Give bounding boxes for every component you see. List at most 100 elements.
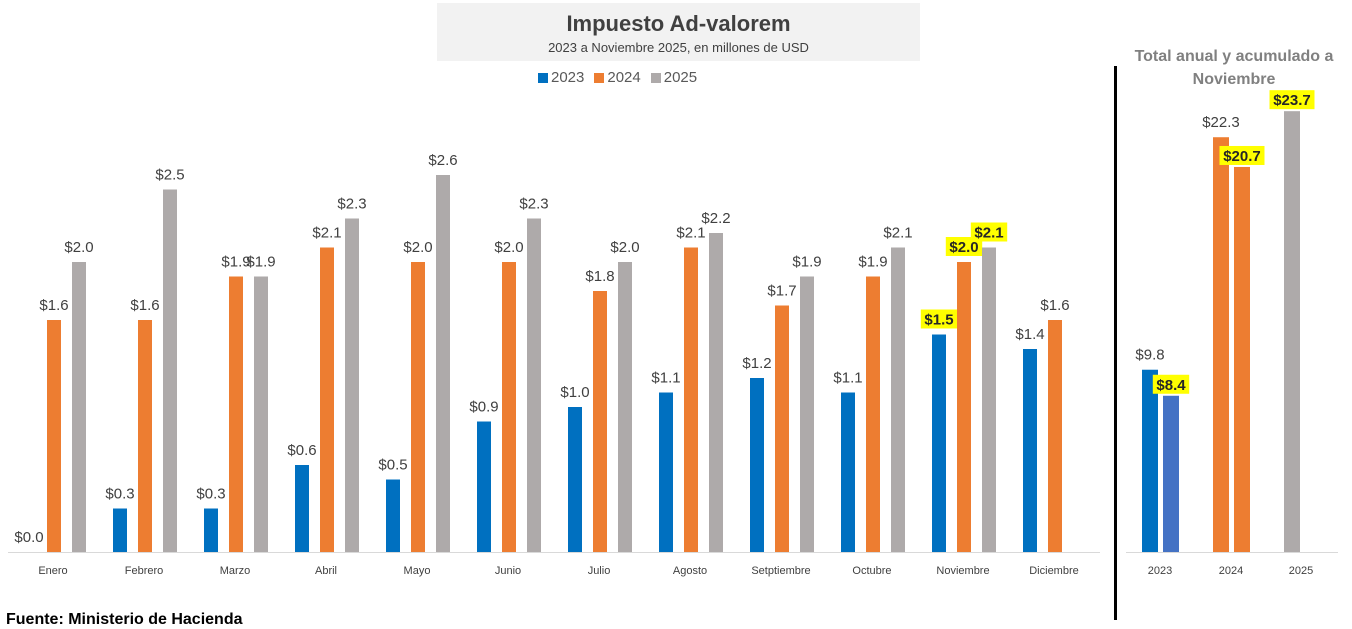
legend: 2023 2024 2025 [538, 69, 697, 86]
data-label: $2.6 [428, 152, 457, 169]
legend-label: 2024 [607, 69, 641, 86]
data-label: $2.1 [974, 225, 1003, 242]
data-label: $1.5 [924, 312, 953, 329]
bar-2024-Junio [502, 262, 516, 552]
data-label: $1.9 [858, 254, 887, 271]
data-label: $1.9 [792, 254, 821, 271]
bar-2023-Julio [568, 407, 582, 552]
data-label: $2.5 [155, 167, 184, 184]
bar-2023-Setptiembre [750, 378, 764, 552]
x-tick-label: Abril [315, 565, 337, 577]
bar-2024-Setptiembre [775, 305, 789, 552]
data-label: $1.6 [1040, 297, 1069, 314]
data-label: $1.6 [130, 297, 159, 314]
bar-2025-Setptiembre [800, 276, 814, 552]
x-tick-label: Agosto [673, 565, 707, 577]
chart-title: Impuesto Ad-valorem [566, 11, 791, 36]
total-data-label: $23.7 [1273, 92, 1311, 109]
data-label: $0.5 [378, 457, 407, 474]
bar-2023-Marzo [204, 508, 218, 552]
source-note: Fuente: Ministerio de Hacienda [6, 611, 243, 628]
data-label-highlight [945, 237, 983, 256]
total-bar-2023 [1163, 395, 1179, 552]
bar-2023-Noviembre [932, 334, 946, 552]
bar-2023-Agosto [659, 392, 673, 552]
data-label-highlight [920, 309, 958, 329]
data-label: $0.3 [196, 486, 225, 503]
legend-item-2024: 2024 [594, 69, 641, 86]
side-chart-title: Total anual y acumulado a Noviembre [1134, 48, 1334, 88]
bar-2025-Agosto [709, 233, 723, 552]
data-label: $0.9 [469, 399, 498, 416]
data-label: $0.3 [105, 486, 134, 503]
data-label: $1.4 [1015, 326, 1044, 343]
legend-swatch [594, 72, 605, 83]
data-label: $2.1 [676, 225, 705, 242]
bar-2024-Mayo [411, 262, 425, 552]
bar-2024-Febrero [138, 320, 152, 552]
total-data-label: $22.3 [1202, 114, 1240, 131]
bar-2024-Agosto [684, 247, 698, 552]
bar-2025-Marzo [254, 276, 268, 552]
data-label: $0.6 [287, 442, 316, 459]
data-label: $2.1 [883, 225, 912, 242]
data-label: $1.7 [767, 283, 796, 300]
divider-line [1114, 66, 1117, 620]
data-label-highlight [970, 222, 1008, 242]
bar-2024-Diciembre [1048, 320, 1062, 552]
data-label: $2.0 [494, 239, 523, 256]
x-tick-label: Diciembre [1029, 565, 1079, 577]
data-label: $2.2 [701, 210, 730, 227]
data-label: $2.0 [610, 239, 639, 256]
bar-2023-Junio [477, 421, 491, 552]
data-label: $2.3 [337, 196, 366, 213]
bar-2024-Noviembre [957, 262, 971, 552]
chart-subtitle: 2023 a Noviembre 2025, en millones de US… [548, 40, 809, 55]
data-label: $2.3 [519, 196, 548, 213]
total-data-label-highlight [1269, 90, 1315, 110]
legend-item-2023: 2023 [538, 69, 584, 86]
bar-2023-Febrero [113, 508, 127, 552]
x-tick-label: Setptiembre [751, 565, 810, 577]
bar-2024-Abril [320, 247, 334, 552]
title-box: Impuesto Ad-valorem 2023 a Noviembre 202… [437, 3, 920, 61]
total-bar-2025 [1284, 111, 1300, 553]
legend-item-2025: 2025 [650, 69, 697, 86]
bar-2025-Julio [618, 262, 632, 552]
total-data-label: $20.7 [1223, 148, 1261, 165]
bar-2025-Noviembre [982, 247, 996, 552]
bar-2023-Diciembre [1023, 349, 1037, 552]
x-tick-label: Octubre [852, 565, 891, 577]
legend-label: 2023 [551, 69, 585, 86]
total-data-label-highlight [1152, 374, 1190, 394]
bar-2025-Febrero [163, 189, 177, 552]
x-tick-label: Junio [495, 565, 521, 577]
data-label: $1.1 [651, 370, 680, 387]
total-bar-2024 [1234, 166, 1250, 553]
total-data-label: $8.4 [1156, 377, 1186, 394]
legend-swatch [538, 72, 548, 83]
bar-2025-Mayo [436, 175, 450, 552]
x-tick-label: Marzo [220, 565, 251, 577]
data-label: $2.0 [64, 239, 93, 256]
x-tick-label: Mayo [404, 565, 431, 577]
bar-2025-Abril [345, 218, 359, 552]
bar-2025-Enero [72, 262, 86, 552]
total-data-label: $9.8 [1135, 347, 1164, 364]
data-label: $1.9 [246, 254, 275, 271]
bar-2024-Enero [47, 320, 61, 552]
bar-2023-Abril [295, 465, 309, 552]
data-label: $1.8 [585, 268, 614, 285]
total-bar-2023 [1142, 369, 1158, 552]
data-label: $1.2 [742, 355, 771, 372]
bar-2025-Junio [527, 218, 541, 552]
bar-2023-Mayo [386, 479, 400, 552]
total-data-label-highlight [1219, 145, 1265, 165]
bar-2024-Julio [593, 291, 607, 552]
data-label: $2.0 [949, 239, 978, 256]
bar-2024-Marzo [229, 276, 243, 552]
side-x-tick-label: 2025 [1289, 565, 1313, 577]
total-bar-2024 [1213, 137, 1229, 552]
bar-2024-Octubre [866, 276, 880, 552]
